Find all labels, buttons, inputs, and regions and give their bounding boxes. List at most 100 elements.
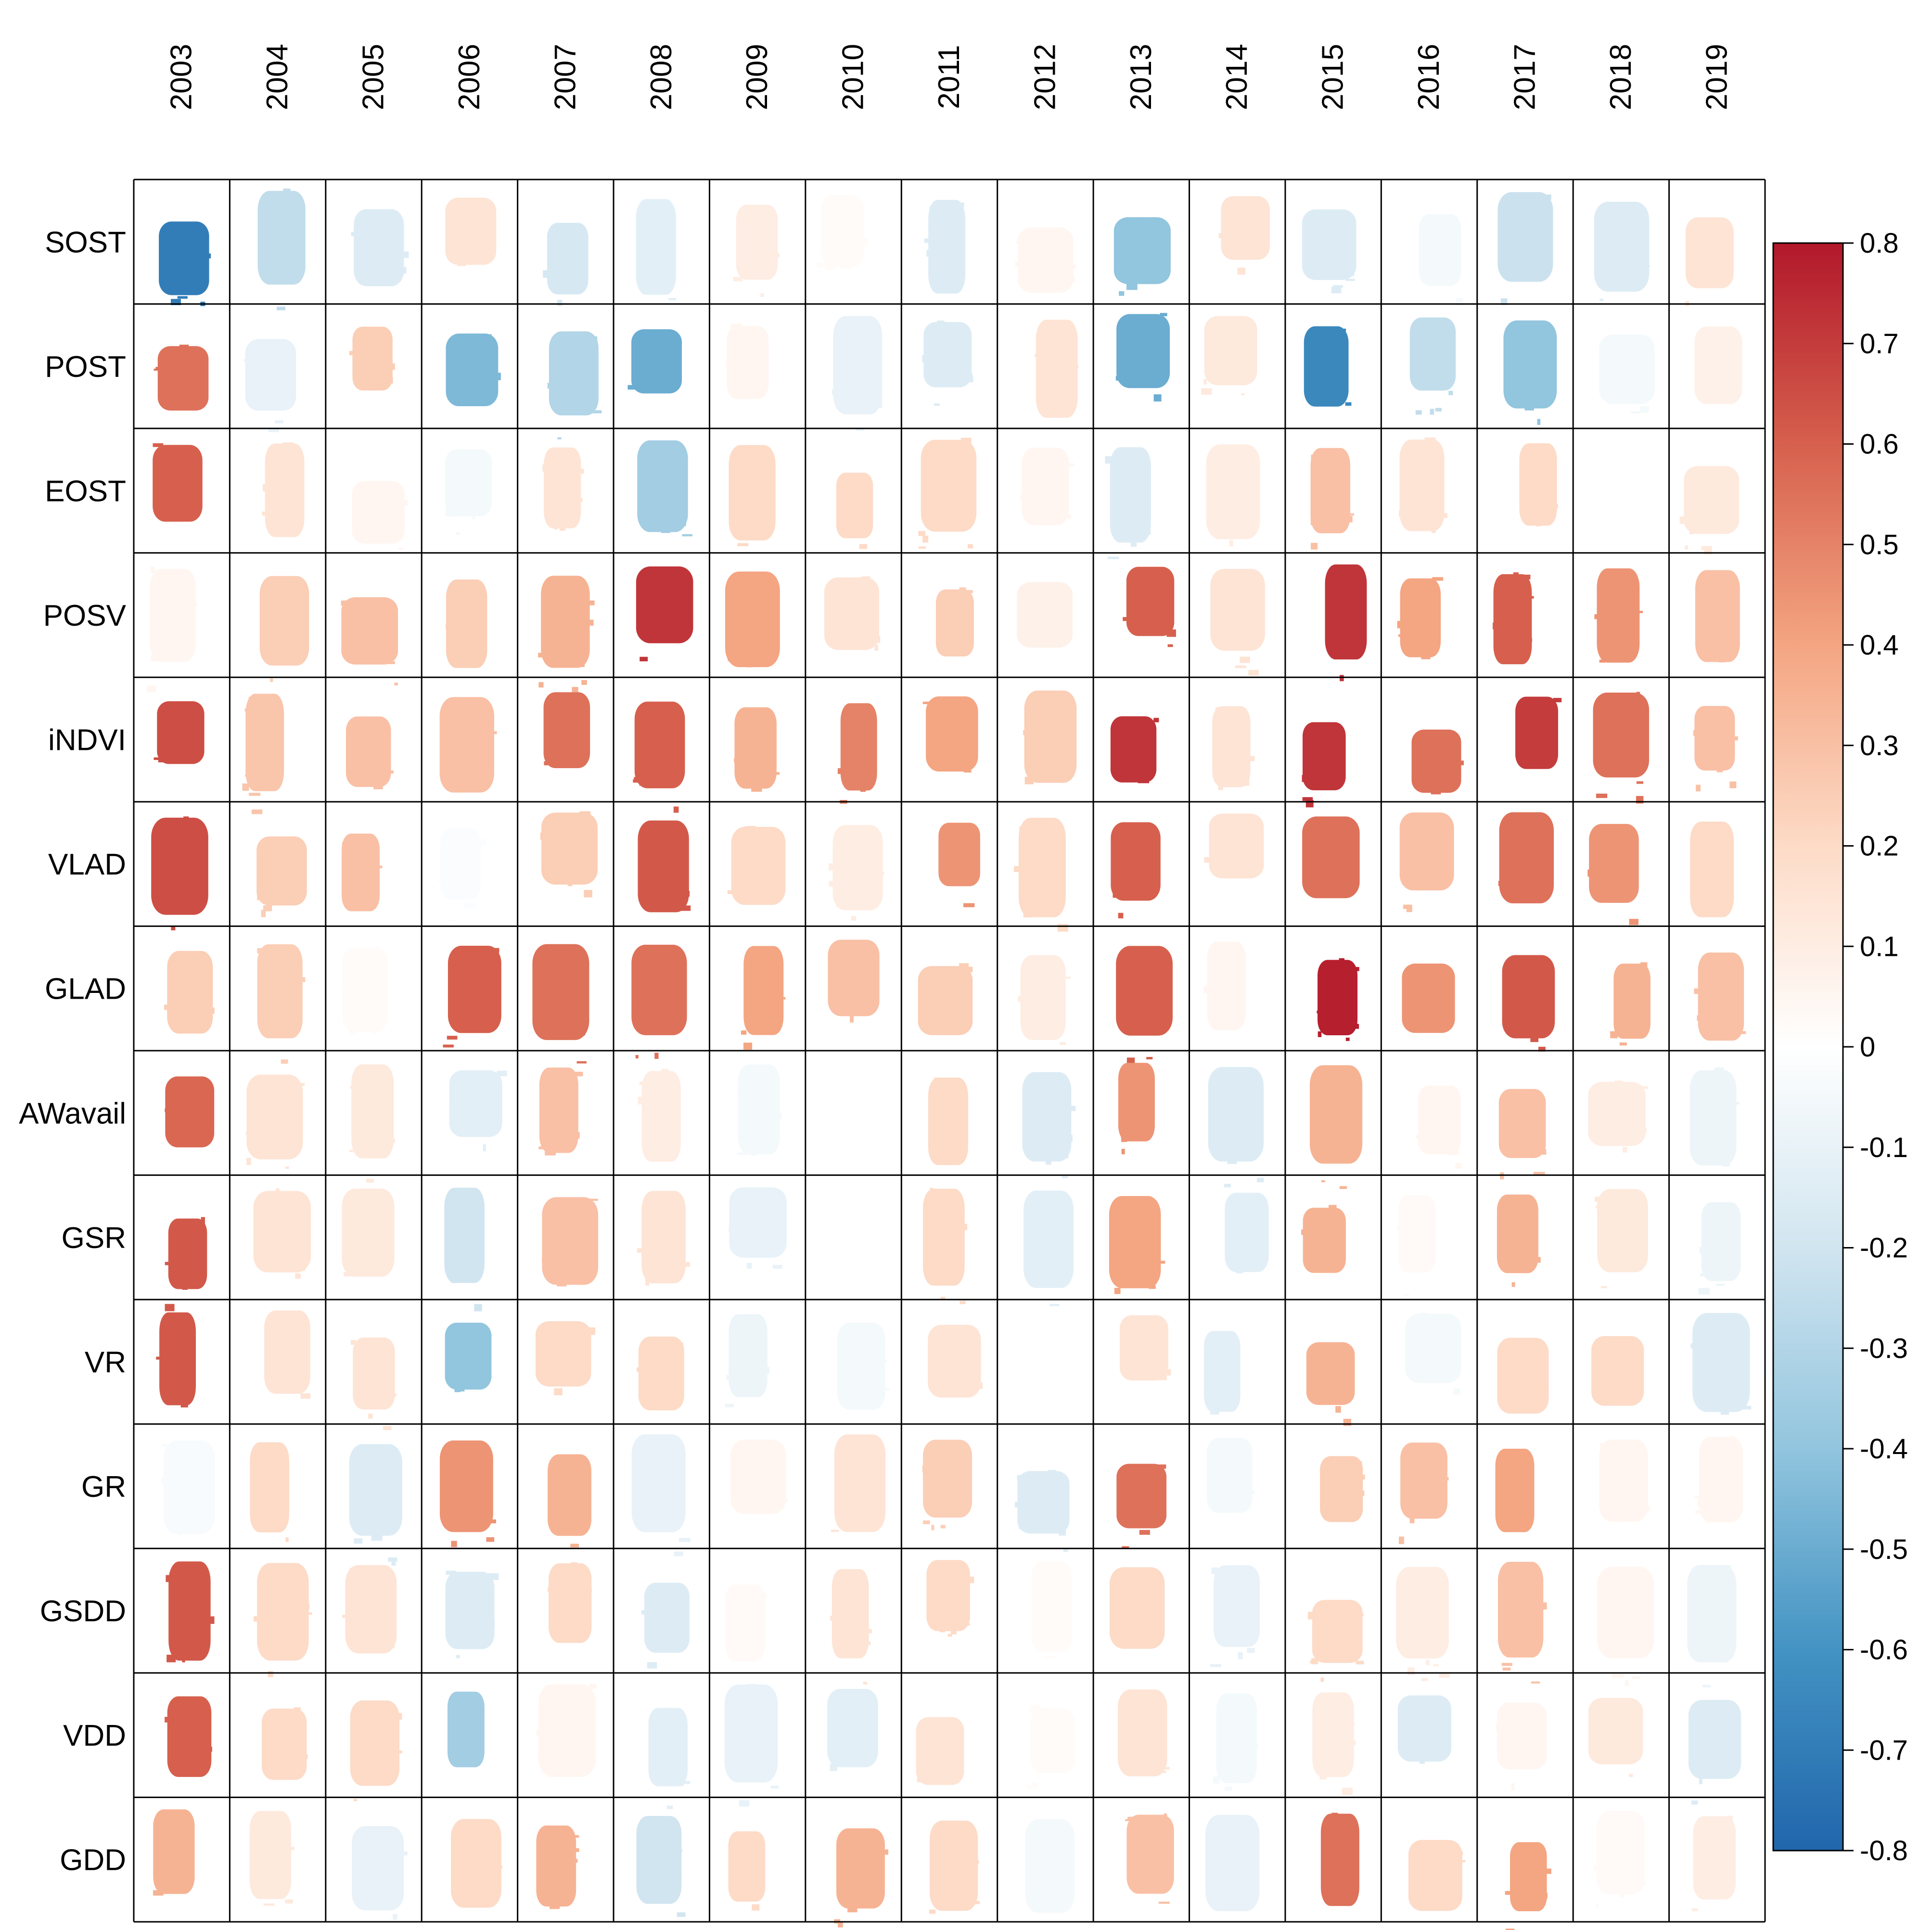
cell-speckle: [856, 967, 859, 973]
cell-speckle: [474, 610, 486, 614]
cell-speckle: [743, 1042, 753, 1050]
cell-AWavail-2008: [638, 1069, 681, 1162]
cell-speckle: [954, 1622, 959, 1628]
cell-blob: [631, 1434, 686, 1532]
cell-speckle: [150, 566, 155, 573]
cell-speckle: [360, 1382, 369, 1385]
cell-blob: [1206, 444, 1260, 540]
cell-VR-2012: [1022, 1334, 1068, 1408]
cell-speckle: [175, 723, 183, 729]
cell-speckle: [186, 1607, 192, 1610]
cell-speckle: [486, 731, 497, 734]
legend-tick-label: -0.2: [1860, 1233, 1908, 1264]
cell-speckle: [362, 877, 372, 883]
cell-speckle: [355, 611, 365, 618]
cell-speckle: [547, 875, 552, 877]
cell-speckle: [1641, 1881, 1647, 1886]
cell-speckle: [648, 1005, 656, 1010]
cell-speckle: [841, 1463, 847, 1467]
cell-speckle: [1422, 1357, 1428, 1362]
cell-speckle: [558, 270, 566, 275]
cell-speckle: [1730, 1262, 1740, 1269]
cell-speckle: [1712, 257, 1716, 261]
cell-speckle: [1519, 1131, 1529, 1135]
cell-speckle: [863, 1682, 868, 1685]
cell-speckle: [765, 486, 771, 492]
cell-blob: [1209, 813, 1264, 879]
cell-speckle: [1617, 1858, 1621, 1863]
cell-iNDVI-2011: [922, 696, 978, 772]
cell-speckle: [1617, 1086, 1627, 1093]
cell-SOST-2003: [159, 221, 211, 307]
cell-blob: [352, 481, 405, 544]
cell-speckle: [1727, 736, 1738, 741]
cell-speckle: [1632, 1637, 1636, 1645]
cell-speckle: [193, 459, 198, 463]
cell-speckle: [1144, 1637, 1153, 1641]
cell-speckle: [1034, 1345, 1045, 1350]
cell-speckle: [360, 893, 365, 899]
cell-speckle: [1433, 1664, 1439, 1667]
cell-speckle: [1122, 1765, 1126, 1772]
cell-speckle: [779, 997, 786, 1000]
cell-speckle: [1455, 1860, 1466, 1863]
cell-speckle: [679, 905, 691, 911]
cell-speckle: [1718, 656, 1726, 663]
cell-speckle: [772, 603, 777, 610]
cell-speckle: [834, 1166, 841, 1173]
cell-speckle: [674, 1870, 682, 1878]
cell-speckle: [753, 1856, 756, 1861]
cell-speckle: [1229, 1484, 1238, 1490]
cell-speckle: [1244, 1631, 1254, 1635]
cell-speckle: [593, 336, 598, 343]
cell-speckle: [836, 900, 844, 907]
cell-speckle: [1024, 776, 1034, 785]
cell-speckle: [288, 1340, 294, 1344]
cell-speckle: [647, 1662, 657, 1669]
cell-speckle: [1319, 1746, 1328, 1753]
cell-speckle: [1254, 1628, 1258, 1634]
cell-GR-2005: [349, 1444, 402, 1566]
cell-speckle: [1421, 657, 1431, 659]
cell-speckle: [861, 1125, 873, 1128]
cell-speckle: [487, 1573, 499, 1580]
cell-speckle: [166, 630, 175, 635]
cell-blob: [641, 1071, 681, 1162]
cell-speckle: [637, 1248, 648, 1253]
cell-speckle: [266, 1880, 272, 1886]
cell-speckle: [460, 450, 463, 454]
cell-speckle: [839, 1006, 847, 1012]
cell-speckle: [290, 1563, 300, 1570]
cell-speckle: [1711, 1032, 1722, 1039]
cell-GDD-2005: [352, 1826, 408, 1920]
cell-speckle: [963, 770, 972, 772]
cell-speckle: [1149, 1285, 1156, 1289]
cell-speckle: [496, 1866, 503, 1869]
cell-speckle: [1034, 1361, 1039, 1369]
cell-speckle: [1435, 1881, 1444, 1890]
cell-speckle: [729, 518, 735, 523]
cell-GLAD-2019: [1694, 952, 1746, 1041]
cell-speckle: [378, 760, 389, 764]
cell-speckle: [1127, 1246, 1136, 1249]
cell-speckle: [1535, 854, 1546, 862]
cell-speckle: [1695, 1510, 1706, 1513]
cell-speckle: [162, 1444, 168, 1446]
cell-speckle: [929, 1107, 941, 1112]
cell-speckle: [730, 323, 742, 329]
cell-blob: [1399, 812, 1454, 891]
cell-speckle: [946, 736, 953, 744]
cell-speckle: [1236, 1269, 1243, 1274]
cell-blob: [641, 1191, 686, 1284]
cell-speckle: [1438, 1120, 1450, 1125]
cell-speckle: [762, 1493, 771, 1498]
cell-speckle: [634, 777, 643, 780]
cell-speckle: [1117, 855, 1128, 861]
cell-speckle: [394, 682, 398, 686]
cell-AWavail-2009: [737, 1064, 782, 1156]
cell-speckle: [662, 360, 668, 367]
cell-speckle: [1031, 1782, 1038, 1786]
cell-VLAD-2019: [1690, 821, 1734, 917]
cell-speckle: [874, 644, 879, 651]
cell-speckle: [1149, 360, 1161, 364]
